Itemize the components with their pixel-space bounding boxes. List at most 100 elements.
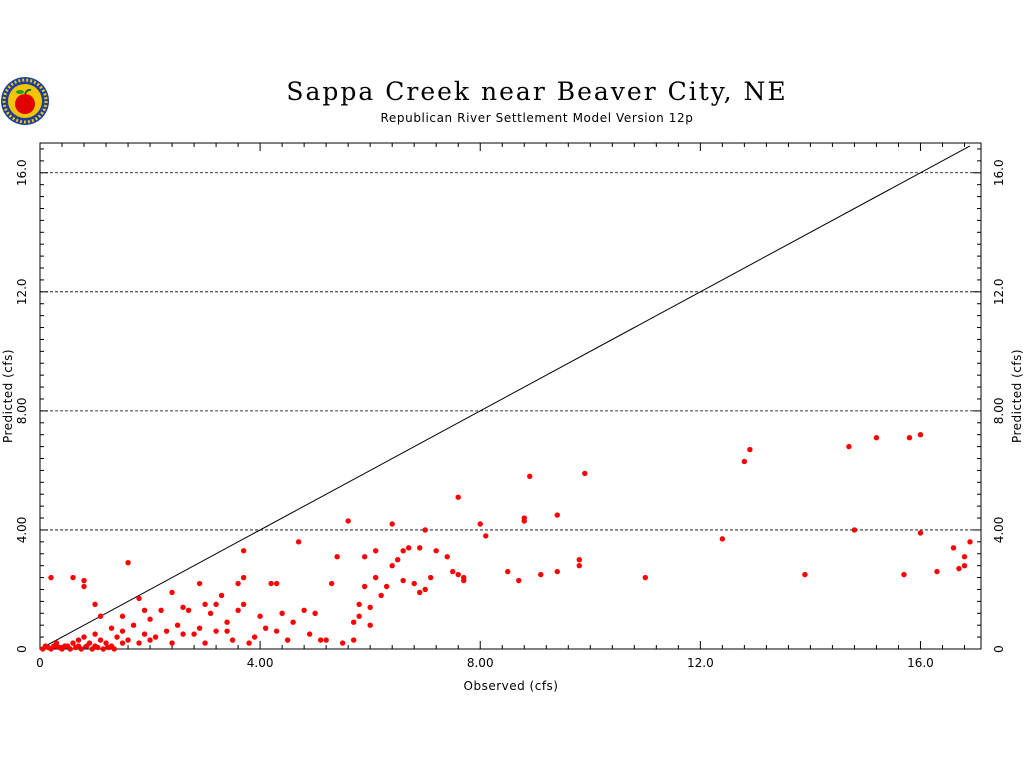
data-point [961,562,968,569]
data-point [846,443,852,450]
data-point [323,637,329,643]
data-point [934,568,940,575]
data-point [312,610,318,616]
data-point [334,554,340,560]
data-point [719,536,726,542]
data-point [158,607,164,614]
data-point [295,539,302,545]
data-point [251,634,258,640]
data-point [422,586,428,593]
data-point [185,607,192,614]
data-point [207,610,214,616]
data-point [163,628,170,634]
data-point [527,473,533,480]
data-point [802,571,808,578]
data-point [119,613,126,619]
data-points [40,431,973,652]
data-point [180,604,186,611]
data-point [906,434,913,441]
data-point [367,604,373,611]
data-point [141,631,148,637]
data-point [956,565,962,572]
y-tick-label-left: 16.0 [15,159,29,186]
data-point [224,619,230,625]
data-point [180,631,186,637]
data-point [169,589,175,596]
data-point [97,637,104,643]
data-point [400,577,406,584]
data-point [81,634,87,640]
data-point [119,628,126,634]
data-point [70,640,76,646]
data-point [147,616,153,622]
data-point [78,646,84,652]
data-point [125,637,131,643]
data-point [422,527,428,533]
data-point [268,580,274,587]
data-point [81,583,87,590]
data-point [224,628,230,634]
data-point [301,607,307,614]
data-point [103,640,109,646]
data-point [317,637,324,643]
data-point [92,631,98,637]
data-point [383,583,390,590]
y-tick-label-left: 0 [15,645,29,653]
data-point [455,571,461,578]
data-point [378,592,384,599]
x-tick-label: 4.00 [247,656,274,670]
y-axis-label-right: Predicted (cfs) [1010,349,1024,443]
data-point [73,644,79,651]
data-point [361,583,368,590]
chart-title: Sappa Creek near Beaver City, NE [286,77,787,106]
y-tick-label-right: 4.00 [992,517,1006,544]
data-point [240,574,247,581]
y-tick-label-left: 4.00 [15,517,29,544]
data-point [218,592,225,599]
data-point [394,557,401,563]
chart-subtitle: Republican River Settlement Model Versio… [381,111,694,125]
data-point [450,568,456,575]
data-point [444,554,450,560]
data-point [417,545,423,551]
x-tick-label: 8.00 [467,656,494,670]
apple-logo-icon [1,77,49,125]
data-point [372,574,379,581]
y-tick-label-left: 12.0 [15,278,29,305]
data-point [405,545,412,551]
data-point [196,625,203,631]
data-point [40,646,46,652]
data-point [147,637,153,643]
data-point [306,631,313,637]
data-point [141,607,148,614]
data-point [901,571,907,578]
data-point [389,521,395,527]
data-point [455,494,461,500]
data-point [967,539,973,545]
data-point [48,574,54,581]
data-point [152,634,159,640]
data-point [350,619,357,625]
data-point [576,557,582,563]
y-axis-label-left: Predicted (cfs) [1,349,15,443]
data-point [81,577,87,584]
data-point [169,640,175,646]
x-tick-label: 0 [36,656,44,670]
y-tick-label-right: 16.0 [992,159,1006,186]
data-point [136,595,142,602]
plot-frame [39,142,982,650]
data-point [262,625,269,631]
data-point [111,646,117,652]
data-point [505,568,511,575]
data-point [136,640,142,646]
data-point [240,548,247,554]
y-tick-label-left: 8.00 [15,398,29,425]
data-point [483,533,489,539]
data-point [741,458,748,465]
data-point [372,548,379,554]
x-tick-label: 12.0 [687,656,714,670]
data-point [461,574,467,581]
data-point [92,601,98,608]
data-point [191,631,197,637]
